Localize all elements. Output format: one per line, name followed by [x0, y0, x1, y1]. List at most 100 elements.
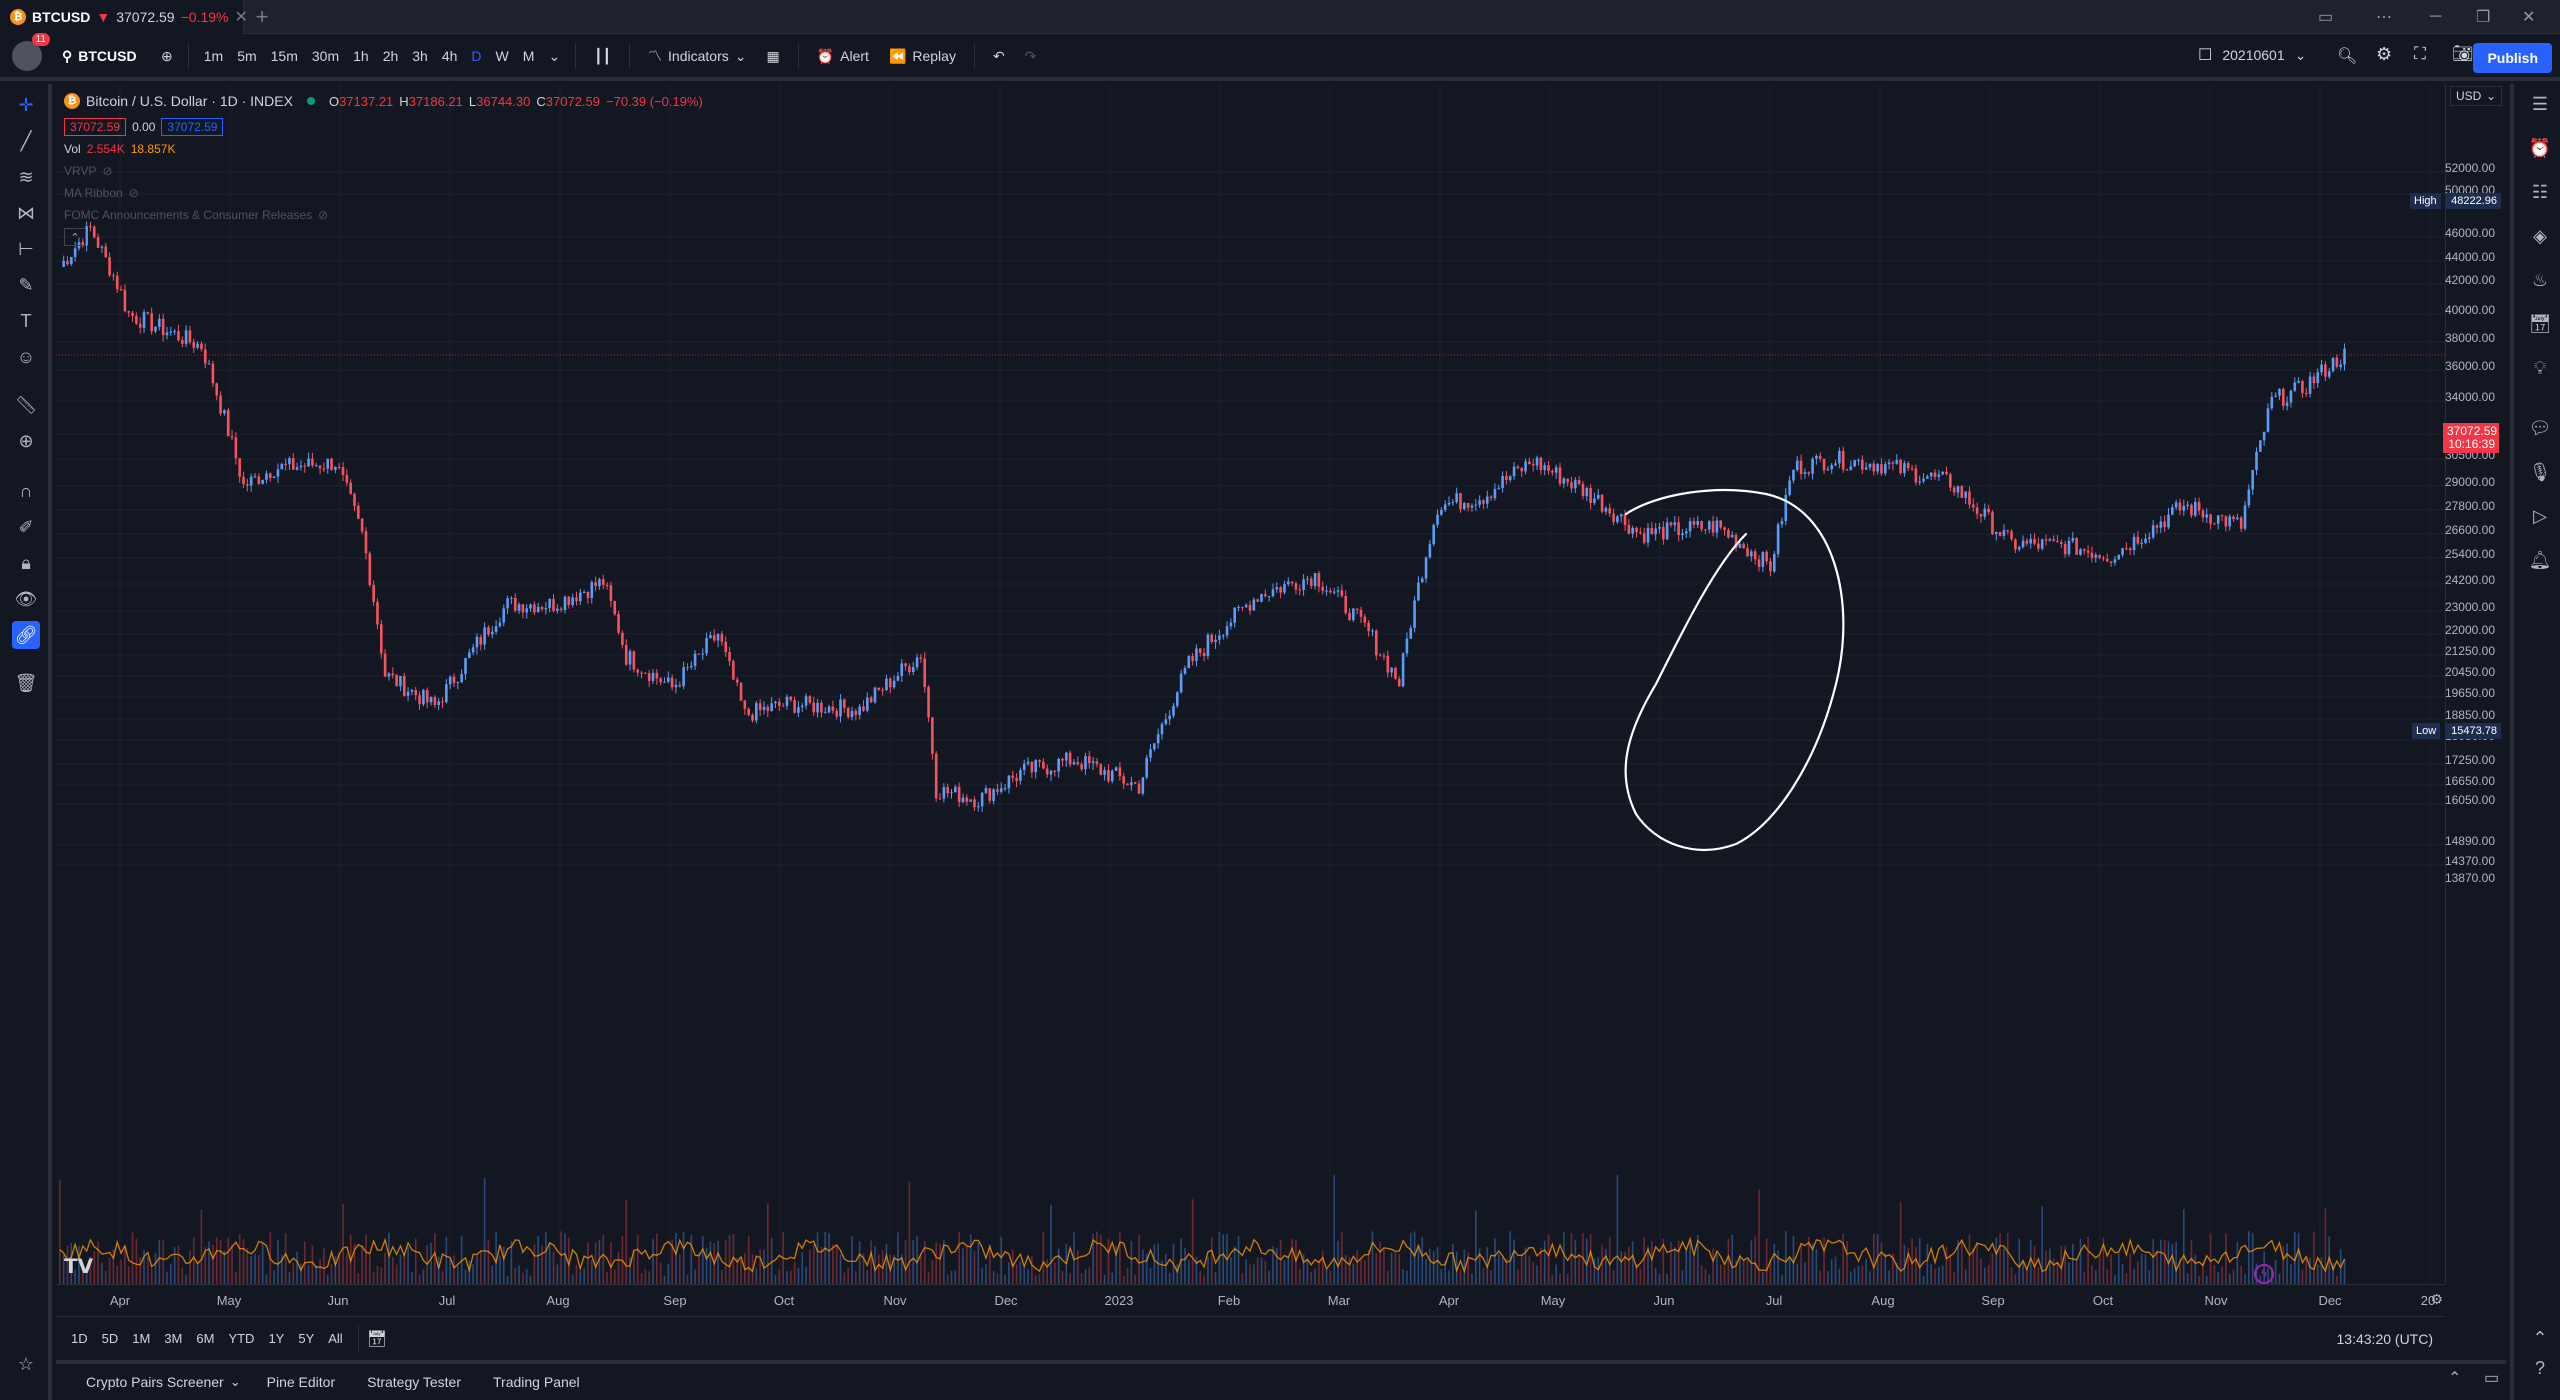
- timeframe-button[interactable]: 15m: [270, 48, 298, 64]
- chart-tab[interactable]: ₿ BTCUSD ▼ 37072.59 −0.19% ✕: [0, 0, 248, 34]
- emoji-icon[interactable]: ☺: [16, 346, 36, 367]
- text-icon[interactable]: T: [20, 310, 32, 331]
- range-button[interactable]: 6M: [196, 1331, 215, 1346]
- goto-date-icon[interactable]: 📅︎: [366, 1330, 388, 1348]
- avatar[interactable]: 11: [12, 33, 50, 71]
- timeframe-button[interactable]: W: [495, 48, 509, 64]
- crosshair-icon[interactable]: ✛: [18, 94, 34, 115]
- undo-icon[interactable]: ↶: [992, 47, 1005, 64]
- time-axis[interactable]: Apr May Jun Jul Aug Sep Oct Nov Dec 2023 Feb Mar Apr…: [56, 1284, 2445, 1314]
- trash-icon[interactable]: 🗑︎: [14, 672, 38, 693]
- indicator-fomc-row[interactable]: FOMC Announcements & Consumer Releases ⊘: [64, 204, 703, 226]
- layout-icon[interactable]: ▭: [2318, 9, 2334, 26]
- maximize-panel-icon[interactable]: ▭: [2484, 1370, 2500, 1387]
- chevron-up-icon[interactable]: ⌃: [2532, 1327, 2548, 1348]
- fullscreen-icon[interactable]: ⛶: [2414, 44, 2426, 63]
- sell-price-box[interactable]: 37072.59: [64, 118, 127, 136]
- price-chart[interactable]: [56, 84, 2445, 1284]
- fib-icon[interactable]: ≋: [18, 166, 34, 187]
- chevron-down-icon[interactable]: ⌄: [548, 47, 561, 64]
- publish-button[interactable]: Publish: [2473, 43, 2552, 73]
- chevron-up-icon[interactable]: ⌃: [2448, 1370, 2462, 1387]
- calendar-icon[interactable]: 📅︎: [2528, 313, 2552, 334]
- chevron-down-icon[interactable]: ⌄: [229, 1374, 241, 1389]
- chat-icon[interactable]: 💬︎: [2528, 417, 2552, 438]
- new-tab-icon[interactable]: +: [255, 3, 269, 29]
- brush-icon[interactable]: ✎: [18, 274, 34, 295]
- timeframe-button[interactable]: 5m: [237, 48, 257, 64]
- minimize-icon[interactable]: ─: [2430, 8, 2442, 25]
- range-button[interactable]: All: [328, 1331, 343, 1346]
- close-window-icon[interactable]: ✕: [2522, 9, 2536, 26]
- zoom-icon[interactable]: 🔍︎: [2337, 48, 2358, 65]
- lock-icon[interactable]: 🔒︎: [21, 552, 31, 573]
- symbol-search[interactable]: ⚲ BTCUSD: [62, 48, 154, 65]
- watchlist-icon[interactable]: ☰: [2531, 93, 2549, 114]
- pattern-icon[interactable]: ⋈: [17, 202, 35, 223]
- range-button[interactable]: 5D: [101, 1331, 119, 1346]
- date-range-control[interactable]: ☐ 20210601 ⌄: [2198, 45, 2306, 65]
- timeframe-button[interactable]: 30m: [311, 48, 340, 64]
- timeframe-button[interactable]: 2h: [382, 48, 399, 64]
- alarm-icon[interactable]: ⏰: [2528, 137, 2552, 158]
- eye-icon[interactable]: 👁︎: [14, 588, 38, 609]
- bell-icon[interactable]: 🔔︎: [2528, 549, 2552, 570]
- data-window-icon[interactable]: ☷: [2531, 181, 2549, 202]
- indicator-ma-ribbon-row[interactable]: MA Ribbon ⊘: [64, 182, 703, 204]
- buy-price-box[interactable]: 37072.59: [161, 118, 224, 136]
- streams-icon[interactable]: 🎙︎: [2528, 461, 2552, 482]
- price-axis[interactable]: USD ⌄ 52000.00 50000.00 46000.00 44000.00 42…: [2443, 84, 2502, 1284]
- hotlist-icon[interactable]: ♨: [2531, 269, 2549, 290]
- layers-icon[interactable]: ◈: [2533, 225, 2547, 246]
- replay-button[interactable]: ⏪ Replay: [879, 48, 966, 65]
- indicators-button[interactable]: 〽 Indicators ⌄: [638, 46, 756, 66]
- timeframe-button[interactable]: 3h: [412, 48, 428, 64]
- bottom-panel-tab[interactable]: Trading Panel: [493, 1374, 580, 1390]
- range-button[interactable]: 1D: [71, 1331, 88, 1346]
- link-icon[interactable]: 🔗︎: [12, 621, 40, 649]
- currency-select[interactable]: USD ⌄: [2450, 86, 2502, 106]
- measure-range-icon[interactable]: ⊢: [18, 238, 34, 259]
- indicator-vrvp-row[interactable]: VRVP ⊘: [64, 160, 703, 182]
- collapse-legend-icon[interactable]: ⌃: [64, 228, 86, 246]
- timeframe-button[interactable]: M: [522, 48, 535, 64]
- close-tab-icon[interactable]: ✕: [234, 8, 248, 26]
- star-icon[interactable]: ☆: [17, 1353, 35, 1374]
- alert-button[interactable]: ⏰ Alert: [807, 48, 879, 65]
- ruler-icon[interactable]: 📏︎: [14, 394, 38, 415]
- timeframe-button[interactable]: D: [471, 48, 482, 64]
- redo-icon[interactable]: ↷: [1024, 47, 1037, 64]
- restore-icon[interactable]: ❐: [2476, 9, 2491, 26]
- bottom-panel-tab[interactable]: Strategy Tester: [367, 1374, 462, 1390]
- hidden-eye-icon[interactable]: ⊘: [102, 164, 113, 178]
- compare-add-icon[interactable]: ⊕: [161, 47, 173, 64]
- gear-icon[interactable]: ⚙: [2376, 44, 2393, 64]
- signal-icon[interactable]: ▷: [2533, 505, 2547, 526]
- range-button[interactable]: 1Y: [268, 1331, 285, 1346]
- camera-icon[interactable]: 📷︎: [2452, 44, 2474, 63]
- timeframe-button[interactable]: 1m: [203, 48, 224, 64]
- chart-pane[interactable]: ₿ Bitcoin / U.S. Dollar · 1D · INDEX O 37…: [56, 84, 2502, 1284]
- range-button[interactable]: 5Y: [298, 1331, 315, 1346]
- magnet-icon[interactable]: ∩: [19, 480, 33, 501]
- utc-clock[interactable]: 13:43:20 (UTC): [2336, 1330, 2433, 1347]
- bottom-panel-tab[interactable]: Crypto Pairs Screener: [86, 1374, 224, 1390]
- range-button[interactable]: 3M: [164, 1331, 183, 1346]
- trend-line-icon[interactable]: ╱: [20, 130, 32, 151]
- lightning-icon[interactable]: ϟ: [2254, 1264, 2274, 1284]
- ideas-icon[interactable]: 💡︎: [2533, 357, 2547, 378]
- timeframe-button[interactable]: 4h: [441, 48, 458, 64]
- bottom-panel-tab[interactable]: Pine Editor: [266, 1374, 336, 1390]
- hidden-eye-icon[interactable]: ⊘: [128, 186, 139, 200]
- templates-grid-icon[interactable]: ▦: [766, 47, 780, 64]
- hidden-eye-icon[interactable]: ⊘: [318, 208, 329, 222]
- help-icon[interactable]: ?: [2534, 1357, 2545, 1378]
- lock-drawing-icon[interactable]: ✐: [18, 516, 34, 537]
- range-button[interactable]: YTD: [228, 1331, 255, 1346]
- timeframe-button[interactable]: 1h: [353, 48, 369, 64]
- zoom-in-icon[interactable]: ⊕: [18, 430, 34, 451]
- range-button[interactable]: 1M: [132, 1331, 151, 1346]
- axis-settings-icon[interactable]: ⚙: [2430, 1291, 2443, 1307]
- more-icon[interactable]: ⋯: [2376, 9, 2392, 26]
- candle-style-icon[interactable]: ┃┃: [594, 47, 612, 64]
